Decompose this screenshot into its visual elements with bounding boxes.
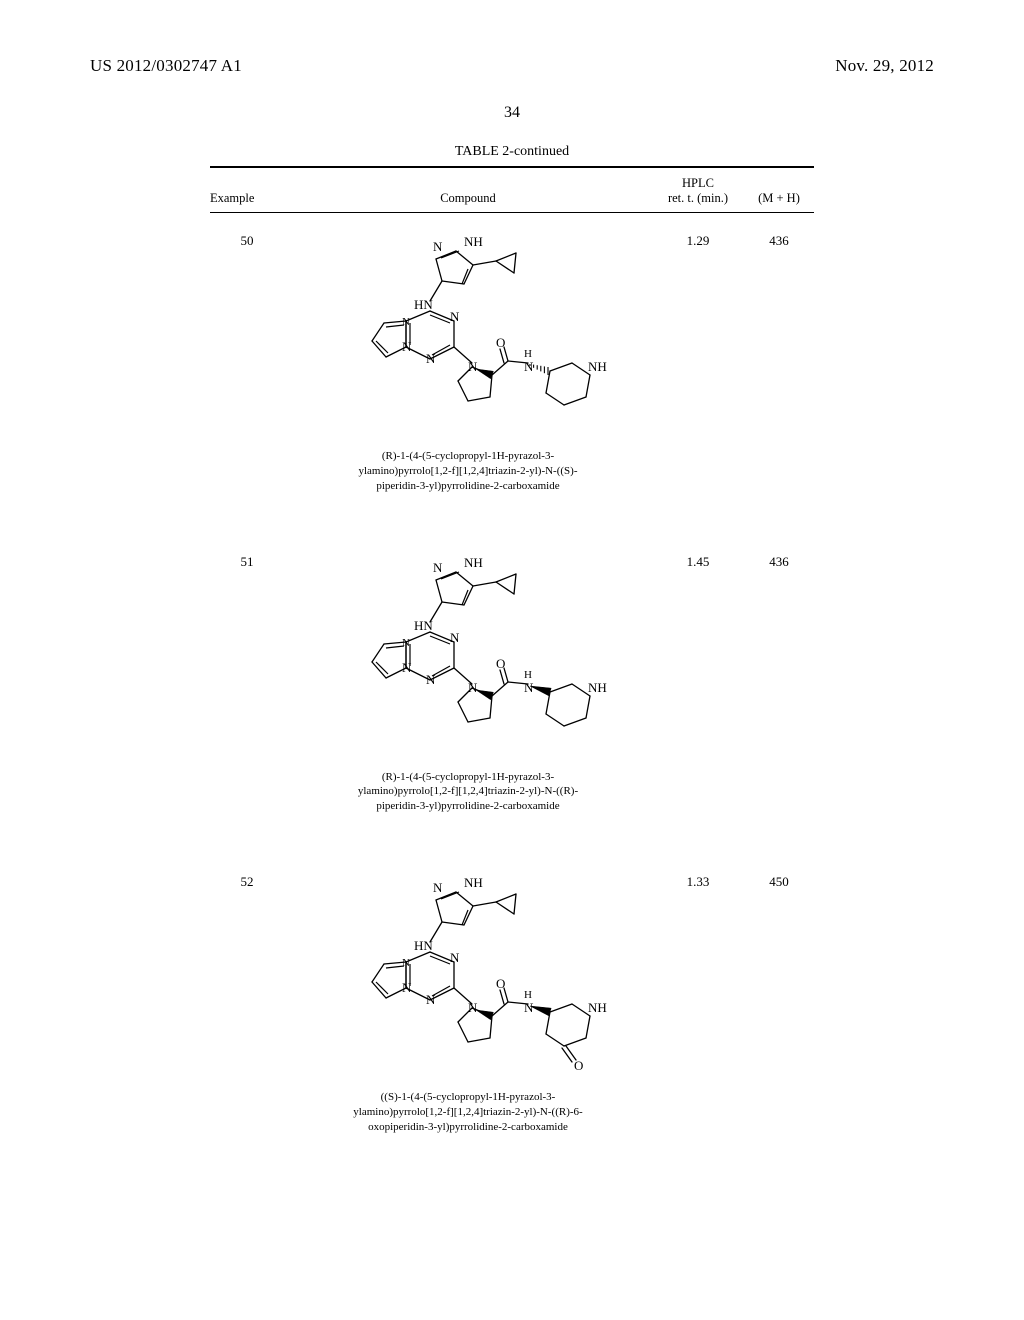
svg-text:O: O [496, 335, 505, 350]
svg-text:N: N [426, 672, 436, 687]
svg-text:O: O [574, 1058, 583, 1073]
svg-text:N: N [402, 316, 410, 328]
cell-hplc: 1.45 [652, 550, 744, 570]
svg-text:NH: NH [588, 1000, 607, 1015]
cell-compound: NNHHNNNNNNOHNNH (R)-1-(4-(5-cyclopropyl-… [284, 550, 652, 815]
svg-text:N: N [450, 309, 460, 324]
chemical-structure: NNHHNNNNNNOHNNH [318, 550, 618, 760]
svg-text:N: N [426, 992, 436, 1007]
svg-text:N: N [402, 660, 412, 675]
svg-text:N: N [468, 1000, 478, 1015]
svg-text:N: N [468, 359, 478, 374]
svg-text:O: O [496, 976, 505, 991]
svg-text:N: N [402, 637, 410, 649]
page-number: 34 [90, 104, 934, 122]
cell-hplc: 1.33 [652, 870, 744, 890]
svg-text:O: O [496, 656, 505, 671]
table-row: 52 NNHHNNNNNNOHNNHO ((S)-1-(4-(5-cyclopr… [210, 854, 814, 1175]
svg-text:N: N [433, 560, 443, 575]
publication-date: Nov. 29, 2012 [835, 56, 934, 76]
svg-text:N: N [402, 957, 410, 969]
svg-text:N: N [450, 950, 460, 965]
svg-text:NH: NH [464, 875, 483, 890]
svg-text:N: N [450, 630, 460, 645]
iupac-name: ((S)-1-(4-(5-cyclopropyl-1H-pyrazol-3-yl… [353, 1090, 582, 1135]
svg-text:HN: HN [414, 938, 433, 953]
svg-text:N: N [402, 980, 412, 995]
svg-text:HN: HN [414, 297, 433, 312]
cell-example: 51 [210, 550, 284, 570]
cell-example: 52 [210, 870, 284, 890]
svg-text:N: N [524, 359, 534, 374]
cell-compound: NNHHNNNNNNOHNNHO ((S)-1-(4-(5-cyclopropy… [284, 870, 652, 1135]
svg-text:HN: HN [414, 618, 433, 633]
col-mh: (M + H) [744, 191, 814, 206]
table-title: TABLE 2-continued [90, 144, 934, 160]
table-header-row: Example Compound HPLC ret. t. (min.) (M … [210, 168, 814, 212]
table-row: 50 NNHHNNNNNNOHNNH (R)-1-(4-(5-cycloprop… [210, 213, 814, 534]
cell-mh: 436 [744, 550, 814, 570]
svg-text:NH: NH [464, 234, 483, 249]
table-row: 51 NNHHNNNNNNOHNNH (R)-1-(4-(5-cycloprop… [210, 534, 814, 855]
chemical-structure: NNHHNNNNNNOHNNH [318, 229, 618, 439]
svg-text:NH: NH [588, 359, 607, 374]
cell-mh: 450 [744, 870, 814, 890]
chemical-structure: NNHHNNNNNNOHNNHO [318, 870, 618, 1080]
svg-text:NH: NH [588, 680, 607, 695]
cell-hplc: 1.29 [652, 229, 744, 249]
cell-compound: NNHHNNNNNNOHNNH (R)-1-(4-(5-cyclopropyl-… [284, 229, 652, 494]
svg-text:N: N [402, 339, 412, 354]
cell-example: 50 [210, 229, 284, 249]
svg-text:NH: NH [464, 555, 483, 570]
publication-number: US 2012/0302747 A1 [90, 56, 242, 76]
col-example: Example [210, 191, 284, 206]
svg-text:N: N [426, 351, 436, 366]
svg-text:N: N [433, 239, 443, 254]
iupac-name: (R)-1-(4-(5-cyclopropyl-1H-pyrazol-3-yla… [358, 770, 578, 815]
iupac-name: (R)-1-(4-(5-cyclopropyl-1H-pyrazol-3-yla… [358, 449, 577, 494]
svg-text:N: N [433, 880, 443, 895]
cell-mh: 436 [744, 229, 814, 249]
col-hplc: HPLC ret. t. (min.) [652, 176, 744, 206]
svg-text:N: N [468, 680, 478, 695]
col-compound: Compound [284, 191, 652, 206]
